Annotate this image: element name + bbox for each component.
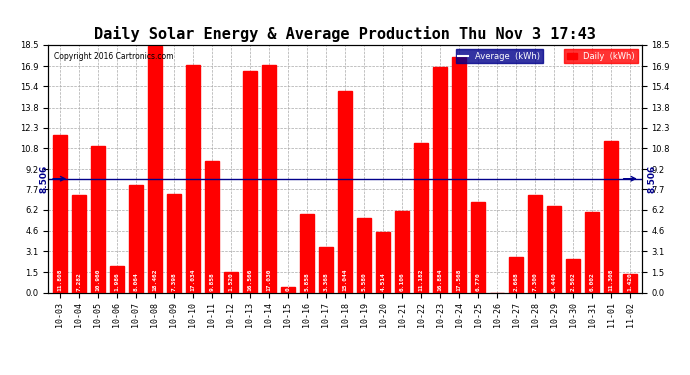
Text: 0.000: 0.000: [495, 273, 500, 291]
Text: Copyright 2016 Cartronics.com: Copyright 2016 Cartronics.com: [55, 53, 174, 62]
Bar: [300, 214, 314, 292]
Text: 9.858: 9.858: [209, 273, 215, 291]
Text: 7.300: 7.300: [533, 273, 538, 291]
Bar: [528, 195, 542, 292]
Text: 7.282: 7.282: [76, 273, 81, 291]
Bar: [128, 184, 143, 292]
Text: 5.858: 5.858: [304, 273, 309, 291]
Bar: [566, 259, 580, 292]
Text: 10.960: 10.960: [95, 269, 100, 291]
Text: 15.044: 15.044: [342, 269, 348, 291]
Text: 16.884: 16.884: [437, 269, 442, 291]
Bar: [376, 232, 390, 292]
Bar: [509, 257, 523, 292]
Bar: [205, 160, 219, 292]
Bar: [224, 272, 238, 292]
Text: 2.502: 2.502: [571, 273, 575, 291]
Text: 6.002: 6.002: [590, 273, 595, 291]
Text: 11.808: 11.808: [57, 269, 62, 291]
Text: 1.420: 1.420: [628, 273, 633, 291]
Bar: [585, 212, 600, 292]
Text: 0.378: 0.378: [286, 273, 290, 291]
Bar: [414, 143, 428, 292]
Bar: [338, 91, 352, 292]
Text: 6.770: 6.770: [475, 273, 481, 291]
Bar: [623, 273, 638, 292]
Bar: [243, 71, 257, 292]
Text: 17.568: 17.568: [457, 269, 462, 291]
Text: 16.566: 16.566: [248, 269, 253, 291]
Bar: [110, 266, 124, 292]
Text: 3.368: 3.368: [324, 273, 328, 291]
Text: 17.034: 17.034: [190, 269, 195, 291]
Bar: [547, 206, 562, 292]
Text: 4.514: 4.514: [381, 273, 386, 291]
Bar: [433, 67, 447, 292]
Bar: [148, 45, 162, 292]
Text: 11.308: 11.308: [609, 269, 614, 291]
Legend: Daily  (kWh): Daily (kWh): [564, 49, 638, 63]
Bar: [604, 141, 618, 292]
Text: 7.398: 7.398: [171, 273, 177, 291]
Bar: [167, 194, 181, 292]
Text: 17.030: 17.030: [266, 269, 271, 291]
Bar: [90, 146, 105, 292]
Text: 8.506: 8.506: [40, 165, 49, 193]
Text: 6.106: 6.106: [400, 273, 404, 291]
Text: 8.506: 8.506: [648, 165, 657, 193]
Bar: [52, 135, 67, 292]
Text: 11.182: 11.182: [419, 269, 424, 291]
Text: 1.986: 1.986: [115, 273, 119, 291]
Bar: [72, 195, 86, 292]
Text: 8.064: 8.064: [133, 273, 138, 291]
Bar: [395, 211, 409, 292]
Bar: [319, 248, 333, 292]
Bar: [471, 202, 485, 292]
Title: Daily Solar Energy & Average Production Thu Nov 3 17:43: Daily Solar Energy & Average Production …: [94, 27, 596, 42]
Text: 2.668: 2.668: [513, 273, 519, 291]
Bar: [281, 288, 295, 292]
Text: 6.440: 6.440: [552, 273, 557, 291]
Bar: [186, 64, 200, 292]
Bar: [452, 57, 466, 292]
Text: 5.580: 5.580: [362, 273, 366, 291]
Bar: [357, 218, 371, 292]
Text: 1.520: 1.520: [228, 273, 233, 291]
Bar: [262, 64, 276, 292]
Text: 18.462: 18.462: [152, 269, 157, 291]
